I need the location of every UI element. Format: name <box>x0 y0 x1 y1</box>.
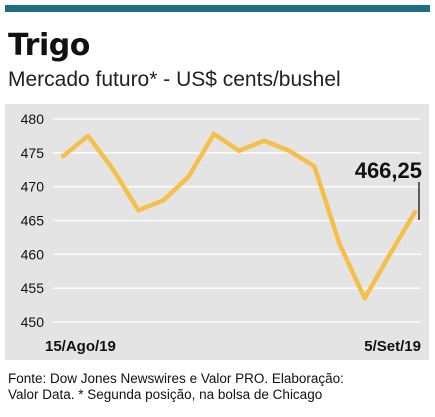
chart-subtitle: Mercado futuro* - US$ cents/bushel <box>8 68 341 91</box>
y-tick-label-450: 450 <box>21 314 45 330</box>
data-point-11 <box>337 241 342 247</box>
data-point-1 <box>85 133 91 139</box>
line-chart: 450 455 460 465 470 475 480 15/Ago/19 5/Set/19 46… <box>21 111 422 355</box>
y-tick-label-480: 480 <box>21 111 45 127</box>
header-accent-bar <box>5 5 430 12</box>
data-point-0 <box>60 154 66 159</box>
chart-panel: 450 455 460 465 470 475 480 15/Ago/19 5/Set/19 46… <box>5 104 429 360</box>
data-point-4 <box>161 198 166 203</box>
source-note: Fonte: Dow Jones Newswires e Valor PRO. … <box>8 371 428 403</box>
data-point-14 <box>412 209 418 215</box>
y-tick-label-470: 470 <box>21 179 45 195</box>
y-tick-label-455: 455 <box>21 280 45 296</box>
y-tick-label-465: 465 <box>21 213 45 229</box>
data-point-13 <box>387 252 393 257</box>
y-tick-label-460: 460 <box>21 246 45 262</box>
x-label-start: 15/Ago/19 <box>45 338 116 355</box>
data-point-8 <box>261 138 267 143</box>
source-line-1: Fonte: Dow Jones Newswires e Valor PRO. … <box>8 371 344 386</box>
y-tick-label-475: 475 <box>21 145 45 161</box>
data-point-7 <box>236 148 242 154</box>
data-point-2 <box>111 167 116 172</box>
annotation-value-label: 466,25 <box>355 158 422 183</box>
chart-title: Trigo <box>8 28 90 63</box>
data-point-3 <box>136 208 141 213</box>
data-point-5 <box>186 174 191 179</box>
data-point-12 <box>362 296 367 301</box>
data-point-6 <box>211 131 217 137</box>
source-line-2: Valor Data. * Segunda posição, na bolsa … <box>8 387 323 402</box>
data-point-10 <box>312 164 317 169</box>
data-point-9 <box>287 148 292 154</box>
x-label-end: 5/Set/19 <box>364 338 421 355</box>
